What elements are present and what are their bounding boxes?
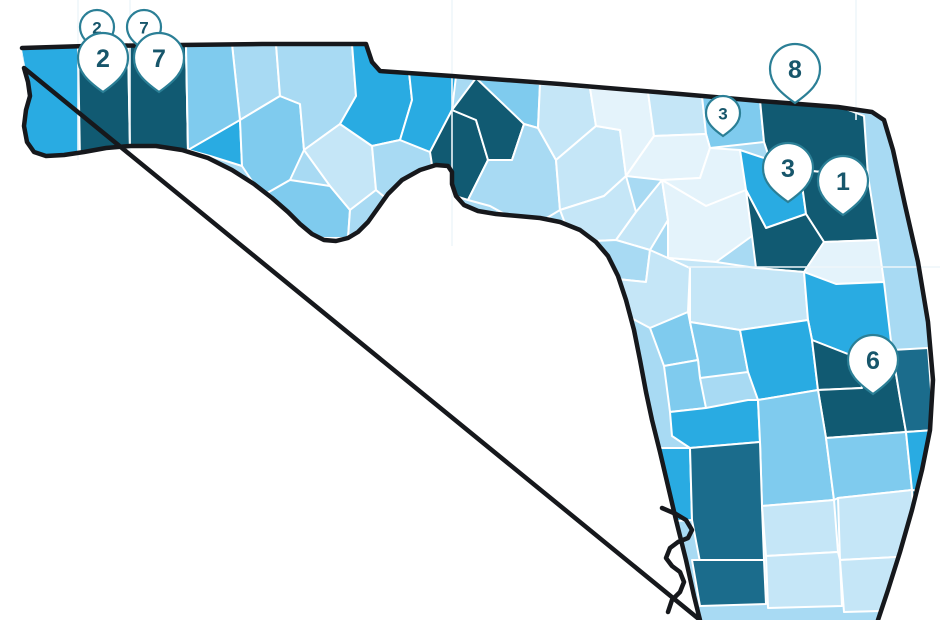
county-alachua[interactable] (661, 179, 753, 263)
pin-label: 3 (781, 155, 795, 183)
tampa-bay-inlet (659, 505, 695, 615)
map-pin-icon (816, 154, 870, 217)
map-pin-icon (704, 94, 742, 138)
pin-label: 7 (152, 45, 166, 73)
pin-marker-layer: 2 7 2 7 3 8 3 1 6 (76, 8, 900, 396)
pin-label: 6 (866, 347, 880, 375)
county-franklin[interactable] (395, 207, 449, 249)
county-osceola[interactable] (825, 431, 913, 501)
county-desoto[interactable] (765, 551, 843, 609)
county-manatee[interactable] (691, 559, 767, 607)
pin-panhandle-east[interactable]: 2 (76, 31, 130, 94)
pin-northeast[interactable]: 8 (768, 42, 822, 105)
county-sumter[interactable] (689, 321, 749, 379)
county-okeechobee[interactable] (839, 555, 921, 613)
pin-southeast[interactable]: 6 (846, 333, 900, 396)
map-pin-icon (76, 31, 130, 94)
map-pin-icon (846, 333, 900, 396)
map-pin-icon (132, 31, 186, 94)
county-highlands[interactable] (837, 489, 917, 561)
state-outline-gulf-coast (21, 65, 703, 620)
pin-north-central[interactable]: 3 (704, 94, 742, 138)
pin-label: 2 (92, 19, 101, 38)
map-pin-icon (768, 42, 822, 105)
pin-coastal-east[interactable]: 1 (816, 154, 870, 217)
pin-label: 7 (139, 19, 148, 38)
county-panhandle-north-band[interactable] (185, 44, 241, 151)
county-baker[interactable] (647, 91, 707, 137)
county-indian-river[interactable] (905, 429, 936, 495)
map-pin-icon (761, 141, 815, 204)
pin-label: 8 (788, 56, 802, 84)
pin-panhandle-west[interactable]: 7 (132, 31, 186, 94)
pin-label: 2 (96, 45, 110, 73)
pin-east-central[interactable]: 3 (761, 141, 815, 204)
county-hillsborough[interactable] (689, 441, 765, 563)
state-outline-florida (19, 41, 936, 620)
county-hernando[interactable] (663, 359, 707, 413)
pin-label: 1 (836, 168, 850, 196)
county-hardee[interactable] (761, 499, 839, 557)
gridline-layer (77, 0, 940, 268)
pin-label: 3 (718, 105, 727, 124)
